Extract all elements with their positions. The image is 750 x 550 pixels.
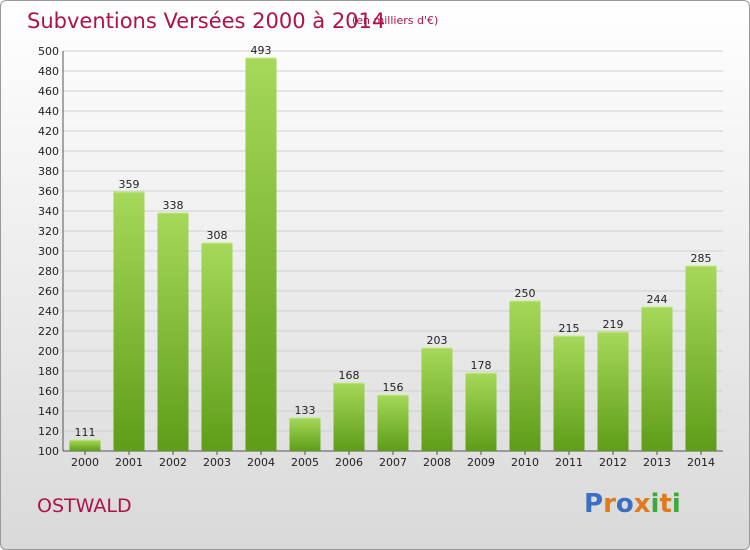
y-tick-label-200: 200: [38, 345, 59, 358]
logo-letter: i: [650, 489, 660, 519]
y-tick-label-340: 340: [38, 205, 59, 218]
x-tick-label-2009: 2009: [467, 456, 495, 469]
y-tick-label-320: 320: [38, 225, 59, 238]
bar-2014: [685, 266, 717, 451]
value-label-2012: 219: [603, 318, 624, 331]
x-tick-label-2005: 2005: [291, 456, 319, 469]
bar-layer: [69, 57, 717, 451]
y-tick-label-440: 440: [38, 105, 59, 118]
bar-2000: [69, 440, 101, 451]
x-tick-label-2010: 2010: [511, 456, 539, 469]
bar-2004: [245, 58, 277, 451]
value-label-2007: 156: [383, 381, 404, 394]
x-tick-label-2003: 2003: [203, 456, 231, 469]
y-tick-label-160: 160: [38, 385, 59, 398]
value-label-2004: 493: [251, 44, 272, 57]
logo-letter: P: [584, 489, 604, 519]
value-label-2008: 203: [427, 334, 448, 347]
x-tick-label-2008: 2008: [423, 456, 451, 469]
y-tick-label-380: 380: [38, 165, 59, 178]
bar-2011: [553, 336, 585, 451]
value-label-2003: 308: [207, 229, 228, 242]
y-tick-label-240: 240: [38, 305, 59, 318]
proxiti-logo[interactable]: Proxiti: [584, 489, 681, 519]
bar-2001: [113, 192, 145, 451]
y-tick-label-140: 140: [38, 405, 59, 418]
value-label-2011: 215: [559, 322, 580, 335]
bar-2013: [641, 307, 673, 451]
city-name: OSTWALD: [37, 495, 132, 517]
x-tick-label-2000: 2000: [71, 456, 99, 469]
x-tick-label-2014: 2014: [687, 456, 715, 469]
bar-2010: [509, 301, 541, 451]
axis-layer: 100 120 140 160 180 200 220 240 260 280 300 320 340 3…: [38, 45, 723, 469]
y-tick-label-480: 480: [38, 65, 59, 78]
x-tick-label-2011: 2011: [555, 456, 583, 469]
x-tick-label-2007: 2007: [379, 456, 407, 469]
y-tick-label-360: 360: [38, 185, 59, 198]
x-tick-label-2013: 2013: [643, 456, 671, 469]
y-tick-label-420: 420: [38, 125, 59, 138]
logo-letter: o: [615, 489, 634, 519]
bar-2008: [421, 348, 453, 451]
y-tick-label-280: 280: [38, 265, 59, 278]
y-tick-label-180: 180: [38, 365, 59, 378]
y-tick-label-460: 460: [38, 85, 59, 98]
bar-2007: [377, 395, 409, 451]
value-label-2001: 359: [119, 178, 140, 191]
value-label-2009: 178: [471, 359, 492, 372]
y-tick-label-400: 400: [38, 145, 59, 158]
bar-2012: [597, 332, 629, 451]
y-tick-label-500: 500: [38, 45, 59, 58]
x-tick-label-2004: 2004: [247, 456, 275, 469]
x-tick-label-2012: 2012: [599, 456, 627, 469]
bar-2002: [157, 213, 189, 451]
value-label-2014: 285: [691, 252, 712, 265]
chart-title: Subventions Versées 2000 à 2014: [27, 9, 386, 33]
value-label-2006: 168: [339, 369, 360, 382]
unit-note: (en milliers d'€): [352, 14, 439, 27]
bar-2006: [333, 383, 365, 451]
label-layer: 111 359 338 308 493 133 168 156 203 178 250 215 219 2…: [75, 44, 712, 439]
value-label-2005: 133: [295, 404, 316, 417]
logo-letter: t: [659, 489, 672, 519]
y-tick-label-300: 300: [38, 245, 59, 258]
y-tick-label-260: 260: [38, 285, 59, 298]
x-tick-label-2001: 2001: [115, 456, 143, 469]
value-label-2013: 244: [647, 293, 668, 306]
value-label-2002: 338: [163, 199, 184, 212]
bar-2003: [201, 243, 233, 451]
x-tick-label-2006: 2006: [335, 456, 363, 469]
bar-2009: [465, 373, 497, 451]
logo-letter: i: [671, 489, 681, 519]
value-label-2010: 250: [515, 287, 536, 300]
value-label-2000: 111: [75, 426, 96, 439]
y-tick-label-220: 220: [38, 325, 59, 338]
logo-letter: r: [603, 489, 616, 519]
y-tick-label-120: 120: [38, 425, 59, 438]
x-tick-label-2002: 2002: [159, 456, 187, 469]
y-tick-label-100: 100: [38, 445, 59, 458]
logo-letter: x: [633, 489, 651, 519]
bar-2005: [289, 418, 321, 451]
